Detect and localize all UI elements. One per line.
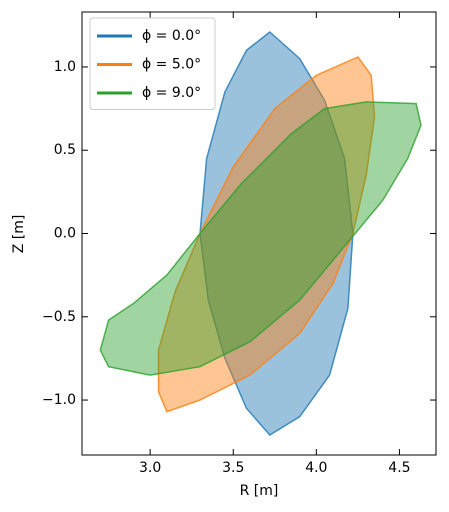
x-tick-label: 3.0 xyxy=(139,460,161,476)
y-tick-label: 1.0 xyxy=(54,59,76,75)
y-tick-label: −0.5 xyxy=(42,309,76,325)
x-tick-label: 3.5 xyxy=(222,460,244,476)
flux-surface xyxy=(199,31,354,436)
legend-box xyxy=(89,17,216,110)
legend-label: ϕ = 0.0° xyxy=(142,28,201,44)
y-axis-label: Z [m] xyxy=(11,215,27,254)
y-tick-label: 0.0 xyxy=(54,226,76,242)
legend-label: ϕ = 5.0° xyxy=(142,57,201,73)
legend: ϕ = 0.0° ϕ = 5.0° ϕ = 9.0° xyxy=(89,17,216,110)
x-axis-label: R [m] xyxy=(240,483,279,499)
x-tick-label: 4.0 xyxy=(305,460,327,476)
flux-surface xyxy=(99,101,422,376)
flux-surface xyxy=(157,56,376,413)
y-tick-label: 0.5 xyxy=(54,142,76,158)
y-tick-label: −1.0 xyxy=(42,392,76,408)
x-tick-label: 4.5 xyxy=(388,460,410,476)
legend-label: ϕ = 9.0° xyxy=(142,85,201,101)
